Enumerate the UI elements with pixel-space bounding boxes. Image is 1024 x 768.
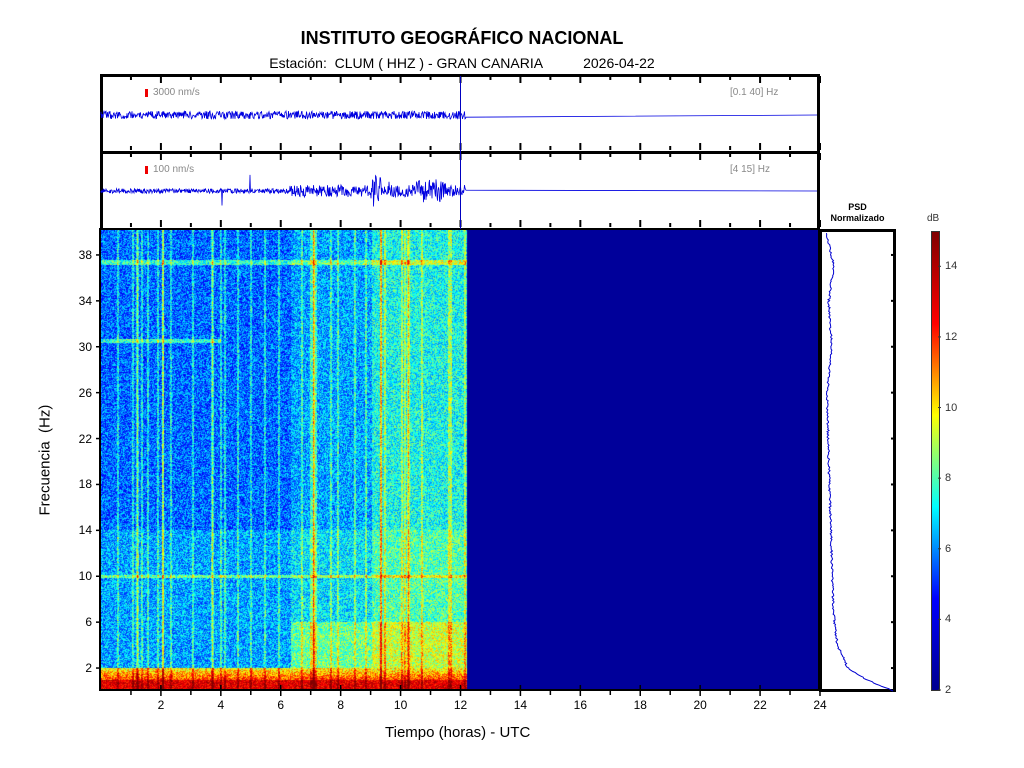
psd-curve	[826, 233, 893, 691]
colorbar-tick-label: 14	[945, 260, 957, 272]
colorbar-tick-label: 10	[945, 402, 957, 414]
colorbar-tick-label: 12	[945, 331, 957, 343]
plot-overlay	[0, 0, 1024, 768]
y-tick-label: 38	[72, 248, 92, 262]
x-tick-label: 12	[453, 698, 469, 712]
x-tick-label: 10	[393, 698, 409, 712]
trace-filtered	[101, 175, 817, 207]
x-tick-label: 2	[153, 698, 169, 712]
y-tick-label: 22	[72, 432, 92, 446]
x-tick-label: 20	[692, 698, 708, 712]
x-tick-label: 6	[273, 698, 289, 712]
y-tick-label: 6	[72, 615, 92, 629]
trace-broadband	[101, 111, 817, 119]
x-tick-label: 14	[512, 698, 528, 712]
x-tick-label: 22	[752, 698, 768, 712]
colorbar-tick-label: 6	[945, 543, 951, 555]
x-tick-label: 18	[632, 698, 648, 712]
y-tick-label: 14	[72, 523, 92, 537]
x-tick-label: 24	[812, 698, 828, 712]
x-tick-label: 4	[213, 698, 229, 712]
y-tick-label: 26	[72, 386, 92, 400]
seismic-spectrogram-figure: INSTITUTO GEOGRÁFICO NACIONAL Estación: …	[0, 0, 1024, 768]
y-tick-label: 30	[72, 340, 92, 354]
colorbar-tick-label: 2	[945, 684, 951, 696]
y-tick-label: 2	[72, 661, 92, 675]
y-tick-label: 34	[72, 294, 92, 308]
colorbar-tick-label: 8	[945, 472, 951, 484]
y-tick-label: 18	[72, 477, 92, 491]
x-tick-label: 16	[572, 698, 588, 712]
colorbar-tick-label: 4	[945, 613, 951, 625]
y-tick-label: 10	[72, 569, 92, 583]
x-tick-label: 8	[333, 698, 349, 712]
